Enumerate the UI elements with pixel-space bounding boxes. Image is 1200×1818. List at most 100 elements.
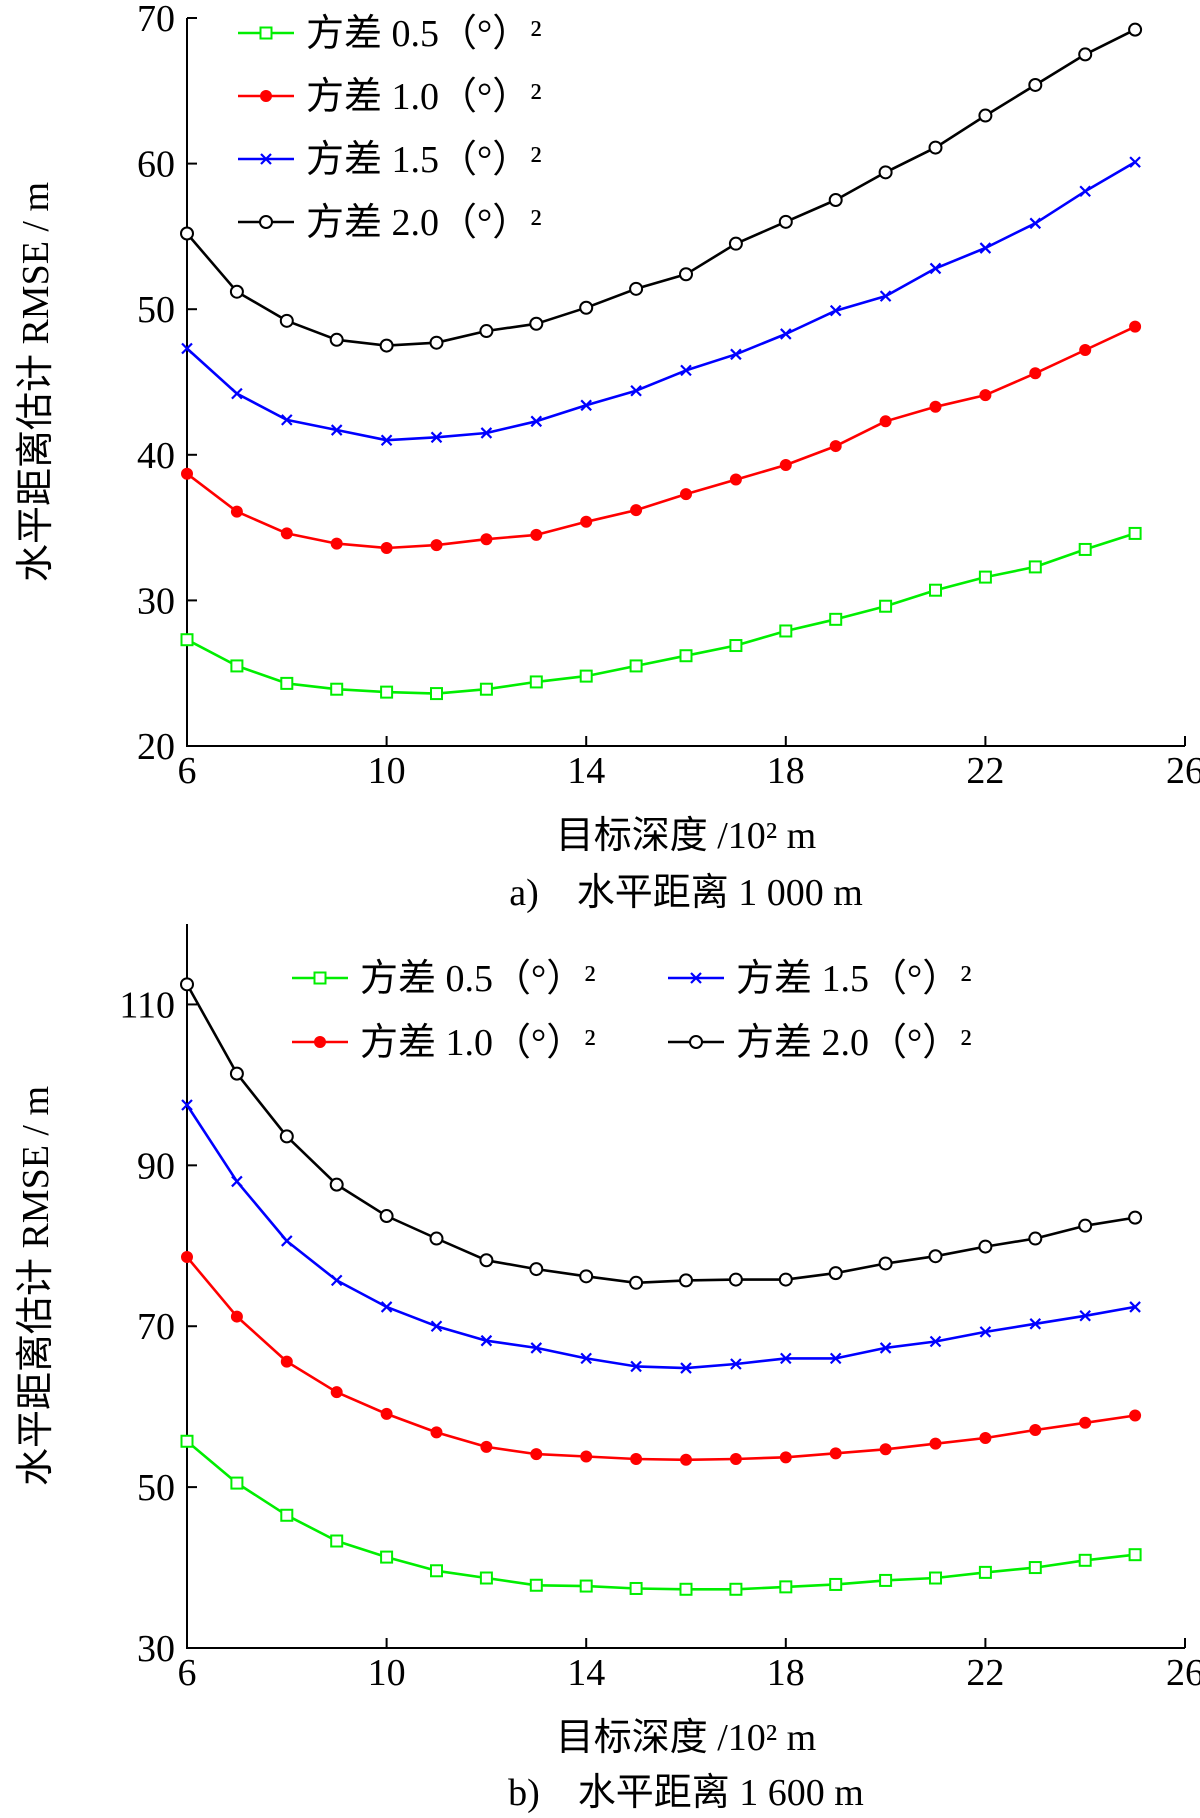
data-point <box>479 324 494 339</box>
data-point <box>580 1352 592 1365</box>
data-point <box>879 1573 893 1587</box>
data-point <box>679 1582 693 1596</box>
data-point <box>829 1447 842 1460</box>
legend-item: 方差 1.0（°）² <box>238 76 542 118</box>
data-point <box>329 1177 344 1192</box>
data-point <box>1128 526 1142 540</box>
data-point <box>530 415 543 428</box>
data-point <box>379 338 394 353</box>
data-point <box>978 108 993 123</box>
data-point <box>180 1434 194 1448</box>
data-point <box>879 1342 892 1354</box>
data-point <box>280 676 294 690</box>
data-point <box>579 1269 594 1284</box>
data-point <box>829 1352 842 1365</box>
data-point <box>1128 1210 1143 1225</box>
data-point <box>1078 542 1092 556</box>
legend-swatch-marker <box>313 971 327 985</box>
data-point <box>330 682 344 696</box>
data-point <box>379 1209 394 1224</box>
data-point <box>430 431 443 444</box>
data-point <box>1028 1561 1042 1575</box>
data-point <box>231 387 243 400</box>
data-point <box>380 434 393 447</box>
data-point <box>1129 1409 1142 1422</box>
y-axis-label: 水平距离估计 RMSE / m <box>15 182 57 582</box>
data-point <box>828 1266 843 1281</box>
data-point <box>1129 156 1141 168</box>
data-point <box>579 1579 593 1593</box>
data-point <box>479 1571 493 1585</box>
legend-swatch-marker <box>259 215 273 229</box>
data-point <box>229 284 244 299</box>
data-point <box>480 1440 493 1453</box>
legend-label: 方差 2.0（°）² <box>736 1022 972 1064</box>
x-axis-label: 目标深度 /10² m <box>556 1717 817 1759</box>
data-point <box>180 977 194 992</box>
chart-panel-a: 6 10 14 18 22 26 20 30 40 50 60 70 目标深度 /10² m a) 水平距… <box>15 0 1200 914</box>
data-point <box>1079 343 1092 356</box>
data-point <box>1079 185 1091 198</box>
y-tick-label: 50 <box>137 289 175 331</box>
legend-swatch-marker <box>314 1036 326 1048</box>
legend-label: 方差 0.5（°）² <box>360 958 596 1000</box>
data-point <box>529 1262 544 1277</box>
data-point <box>529 675 543 689</box>
legend-swatch-marker <box>260 90 272 102</box>
y-axis-label: 水平距离估计 RMSE / m <box>15 1086 57 1486</box>
data-point <box>679 649 693 663</box>
data-point <box>778 1272 793 1287</box>
data-point <box>330 537 343 550</box>
data-point <box>680 364 692 377</box>
legend: 方差 0.5（°）² 方差 1.0（°）² 方差 1.5（°）² 方差 2.0（°）² <box>292 958 972 1064</box>
data-point <box>879 1443 892 1456</box>
legend-label: 方差 0.5（°）² <box>306 13 542 55</box>
data-point <box>180 226 194 241</box>
data-point <box>580 515 593 528</box>
data-point <box>281 1235 293 1247</box>
data-point <box>730 348 742 361</box>
data-point <box>181 342 193 355</box>
y-tick-label: 70 <box>137 1306 175 1348</box>
data-point <box>430 1564 443 1578</box>
x-tick-label: 18 <box>767 1652 805 1694</box>
data-point <box>479 682 493 696</box>
data-point <box>1029 367 1042 380</box>
data-point <box>828 193 843 207</box>
data-point <box>779 458 792 471</box>
x-tick-label: 26 <box>1166 1652 1200 1694</box>
series-0 <box>180 526 1142 701</box>
data-point <box>580 399 592 412</box>
data-point <box>929 1335 942 1348</box>
y-tick-label: 50 <box>137 1467 175 1509</box>
y-tick-label: 110 <box>119 984 175 1026</box>
series-2 <box>181 156 1141 447</box>
data-point <box>280 527 293 540</box>
data-point <box>629 1275 644 1290</box>
data-point <box>480 427 493 439</box>
data-point <box>181 1251 193 1264</box>
series-2 <box>181 1099 1141 1374</box>
data-point <box>729 473 742 486</box>
data-point <box>330 1534 344 1548</box>
series-line <box>185 983 1136 1285</box>
data-point <box>928 140 943 155</box>
data-point <box>329 332 344 347</box>
data-point <box>979 242 992 254</box>
x-axis-label: 目标深度 /10² m <box>556 815 817 857</box>
data-point <box>630 384 642 397</box>
chart-caption: b) 水平距离 1 600 m <box>508 1772 864 1814</box>
data-point <box>380 685 394 699</box>
data-point <box>230 1310 243 1323</box>
data-point <box>330 424 343 436</box>
data-point <box>430 539 443 552</box>
data-point <box>680 1362 692 1374</box>
data-point <box>330 1274 343 1287</box>
data-point <box>1128 1548 1142 1562</box>
data-point <box>779 624 793 638</box>
legend-item: 方差 1.5（°）² <box>668 958 972 1000</box>
data-point <box>929 262 942 275</box>
data-point <box>629 281 644 296</box>
chart-caption: a) 水平距离 1 000 m <box>509 872 863 914</box>
